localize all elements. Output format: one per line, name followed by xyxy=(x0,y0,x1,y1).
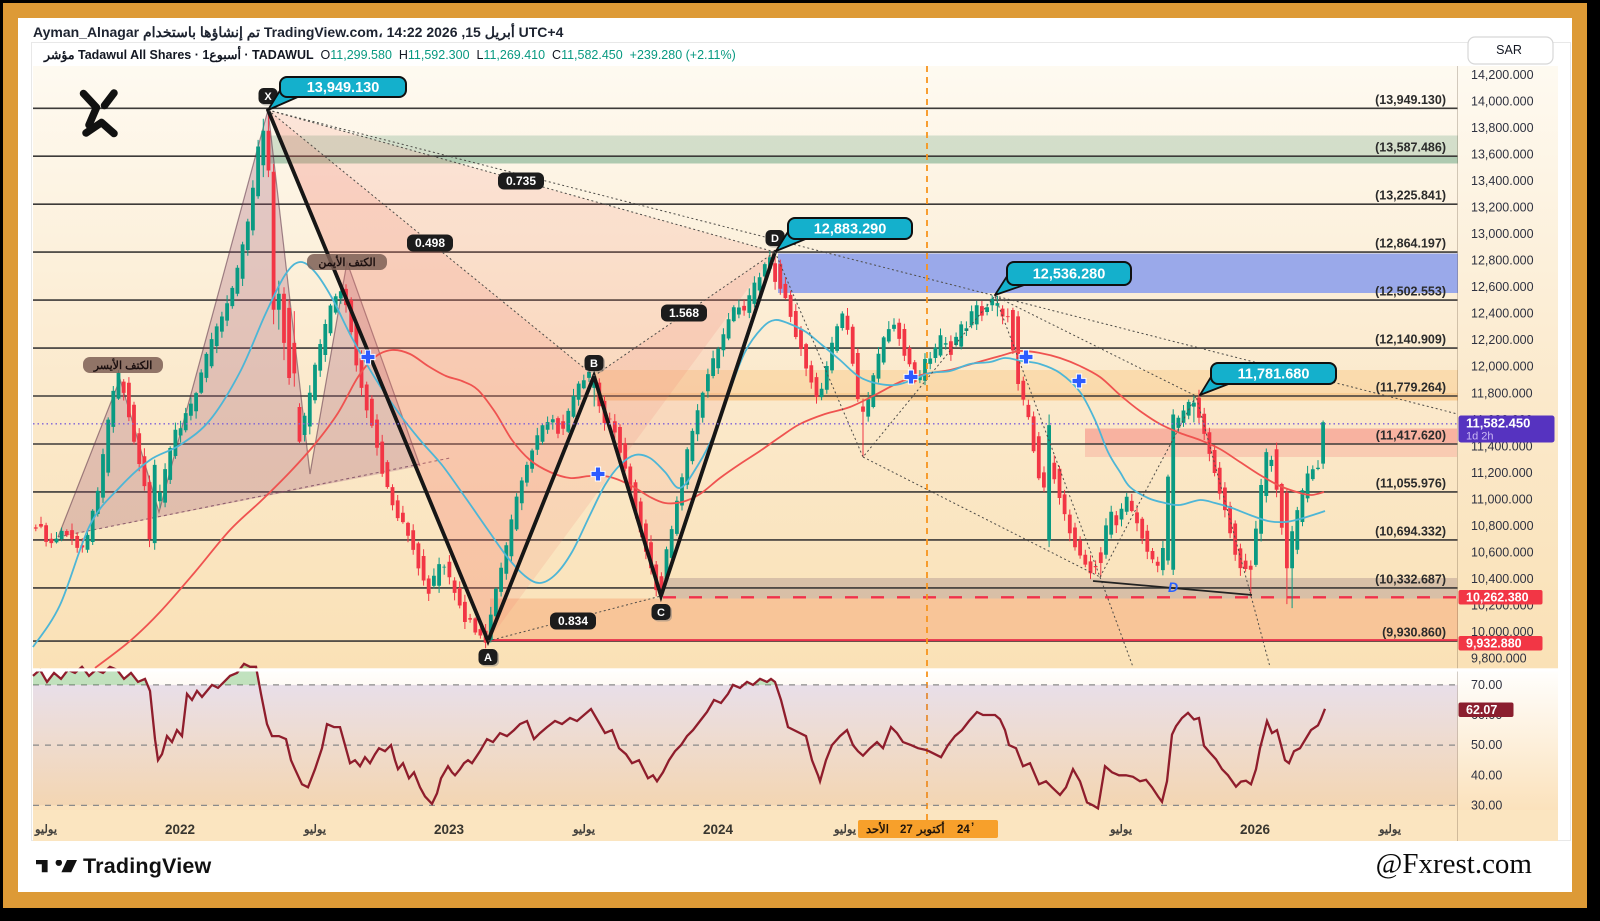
svg-text:D: D xyxy=(771,233,779,245)
svg-text:12,000.000: 12,000.000 xyxy=(1471,360,1534,374)
svg-text:(9,930.860): (9,930.860) xyxy=(1382,626,1446,640)
svg-text:الكتف الأيمن: الكتف الأيمن xyxy=(318,255,375,269)
svg-text:12,600.000: 12,600.000 xyxy=(1471,280,1534,294)
svg-text:30.00: 30.00 xyxy=(1471,798,1502,812)
svg-text:يوليو: يوليو xyxy=(833,823,857,837)
svg-text:70.00: 70.00 xyxy=(1471,678,1502,692)
svg-text:0.735: 0.735 xyxy=(506,174,536,188)
svg-text:62.07: 62.07 xyxy=(1466,703,1497,717)
svg-text:14,000.000: 14,000.000 xyxy=(1471,95,1534,109)
svg-text:11,800.000: 11,800.000 xyxy=(1471,386,1533,400)
svg-text:(13,225.841): (13,225.841) xyxy=(1375,189,1446,203)
svg-text:(12,502.553): (12,502.553) xyxy=(1375,285,1446,299)
svg-text:أكتوبر: أكتوبر xyxy=(916,821,945,837)
svg-text:0.498: 0.498 xyxy=(415,236,445,250)
svg-text:2026: 2026 xyxy=(1240,822,1271,837)
svg-text:2022: 2022 xyxy=(165,822,195,837)
svg-text:50.00: 50.00 xyxy=(1471,738,1502,752)
svg-text:الكتف الأيسر: الكتف الأيسر xyxy=(93,358,153,372)
svg-text:24: 24 xyxy=(957,824,970,836)
svg-text:يوليو: يوليو xyxy=(34,823,58,837)
svg-text:11,000.000: 11,000.000 xyxy=(1471,492,1533,506)
svg-text:(12,140.909): (12,140.909) xyxy=(1375,333,1446,347)
svg-text:(11,055.976): (11,055.976) xyxy=(1376,476,1446,490)
svg-text:2024: 2024 xyxy=(703,822,734,837)
svg-text:13,000.000: 13,000.000 xyxy=(1471,227,1534,241)
svg-text:0.834: 0.834 xyxy=(558,614,588,628)
svg-text:يوليو: يوليو xyxy=(572,823,596,837)
svg-text:1.568: 1.568 xyxy=(669,306,699,320)
svg-text:يوليو: يوليو xyxy=(1109,823,1133,837)
svg-text:13,400.000: 13,400.000 xyxy=(1471,174,1534,188)
svg-text:(10,332.687): (10,332.687) xyxy=(1375,572,1446,586)
svg-text:(11,417.620): (11,417.620) xyxy=(1376,429,1446,443)
svg-text:(13,949.130): (13,949.130) xyxy=(1375,93,1446,107)
svg-text:10,400.000: 10,400.000 xyxy=(1471,572,1534,586)
svg-text:10,800.000: 10,800.000 xyxy=(1471,519,1534,533)
svg-text:13,200.000: 13,200.000 xyxy=(1471,201,1534,215)
svg-text:13,949.130: 13,949.130 xyxy=(307,80,380,96)
svg-text:10,262.380: 10,262.380 xyxy=(1466,591,1529,605)
svg-text:11,400.000: 11,400.000 xyxy=(1471,439,1533,453)
svg-text:12,800.000: 12,800.000 xyxy=(1471,254,1534,268)
svg-text:14,200.000: 14,200.000 xyxy=(1471,68,1534,82)
svg-text:2023: 2023 xyxy=(434,822,465,837)
svg-text:(10,694.332): (10,694.332) xyxy=(1375,524,1446,538)
svg-text:12,883.290: 12,883.290 xyxy=(814,222,887,238)
svg-text:(13,587.486): (13,587.486) xyxy=(1375,141,1446,155)
svg-text:يوليو: يوليو xyxy=(303,823,327,837)
svg-text:9,800.000: 9,800.000 xyxy=(1471,652,1527,666)
svg-text:9,932.880: 9,932.880 xyxy=(1466,637,1522,651)
svg-text:B: B xyxy=(590,358,598,370)
svg-text:(11,779.264): (11,779.264) xyxy=(1376,381,1446,395)
svg-text:(12,864.197): (12,864.197) xyxy=(1375,237,1446,251)
svg-text:1d 2h: 1d 2h xyxy=(1466,431,1494,443)
svg-text:12,200.000: 12,200.000 xyxy=(1471,333,1534,347)
svg-text:12,400.000: 12,400.000 xyxy=(1471,307,1534,321)
svg-text:11,582.450: 11,582.450 xyxy=(1466,416,1530,431)
svg-text:11,200.000: 11,200.000 xyxy=(1471,466,1533,480)
svg-text:10,000.000: 10,000.000 xyxy=(1471,625,1534,639)
svg-text:C: C xyxy=(657,607,665,619)
svg-text:يوليو: يوليو xyxy=(1378,823,1402,837)
svg-text:X: X xyxy=(264,91,272,103)
svg-text:10,600.000: 10,600.000 xyxy=(1471,545,1534,559)
svg-text:27: 27 xyxy=(900,824,913,836)
svg-text:40.00: 40.00 xyxy=(1471,768,1502,782)
svg-text:’: ’ xyxy=(971,822,974,834)
svg-text:12,536.280: 12,536.280 xyxy=(1033,267,1106,283)
svg-text:11,781.680: 11,781.680 xyxy=(1238,367,1310,383)
svg-text:A: A xyxy=(484,652,492,664)
svg-text:SAR: SAR xyxy=(1496,43,1522,57)
svg-text:الأحد: الأحد xyxy=(866,821,889,836)
svg-text:13,600.000: 13,600.000 xyxy=(1471,148,1534,162)
svg-text:D: D xyxy=(1168,579,1178,595)
svg-text:13,800.000: 13,800.000 xyxy=(1471,121,1534,135)
